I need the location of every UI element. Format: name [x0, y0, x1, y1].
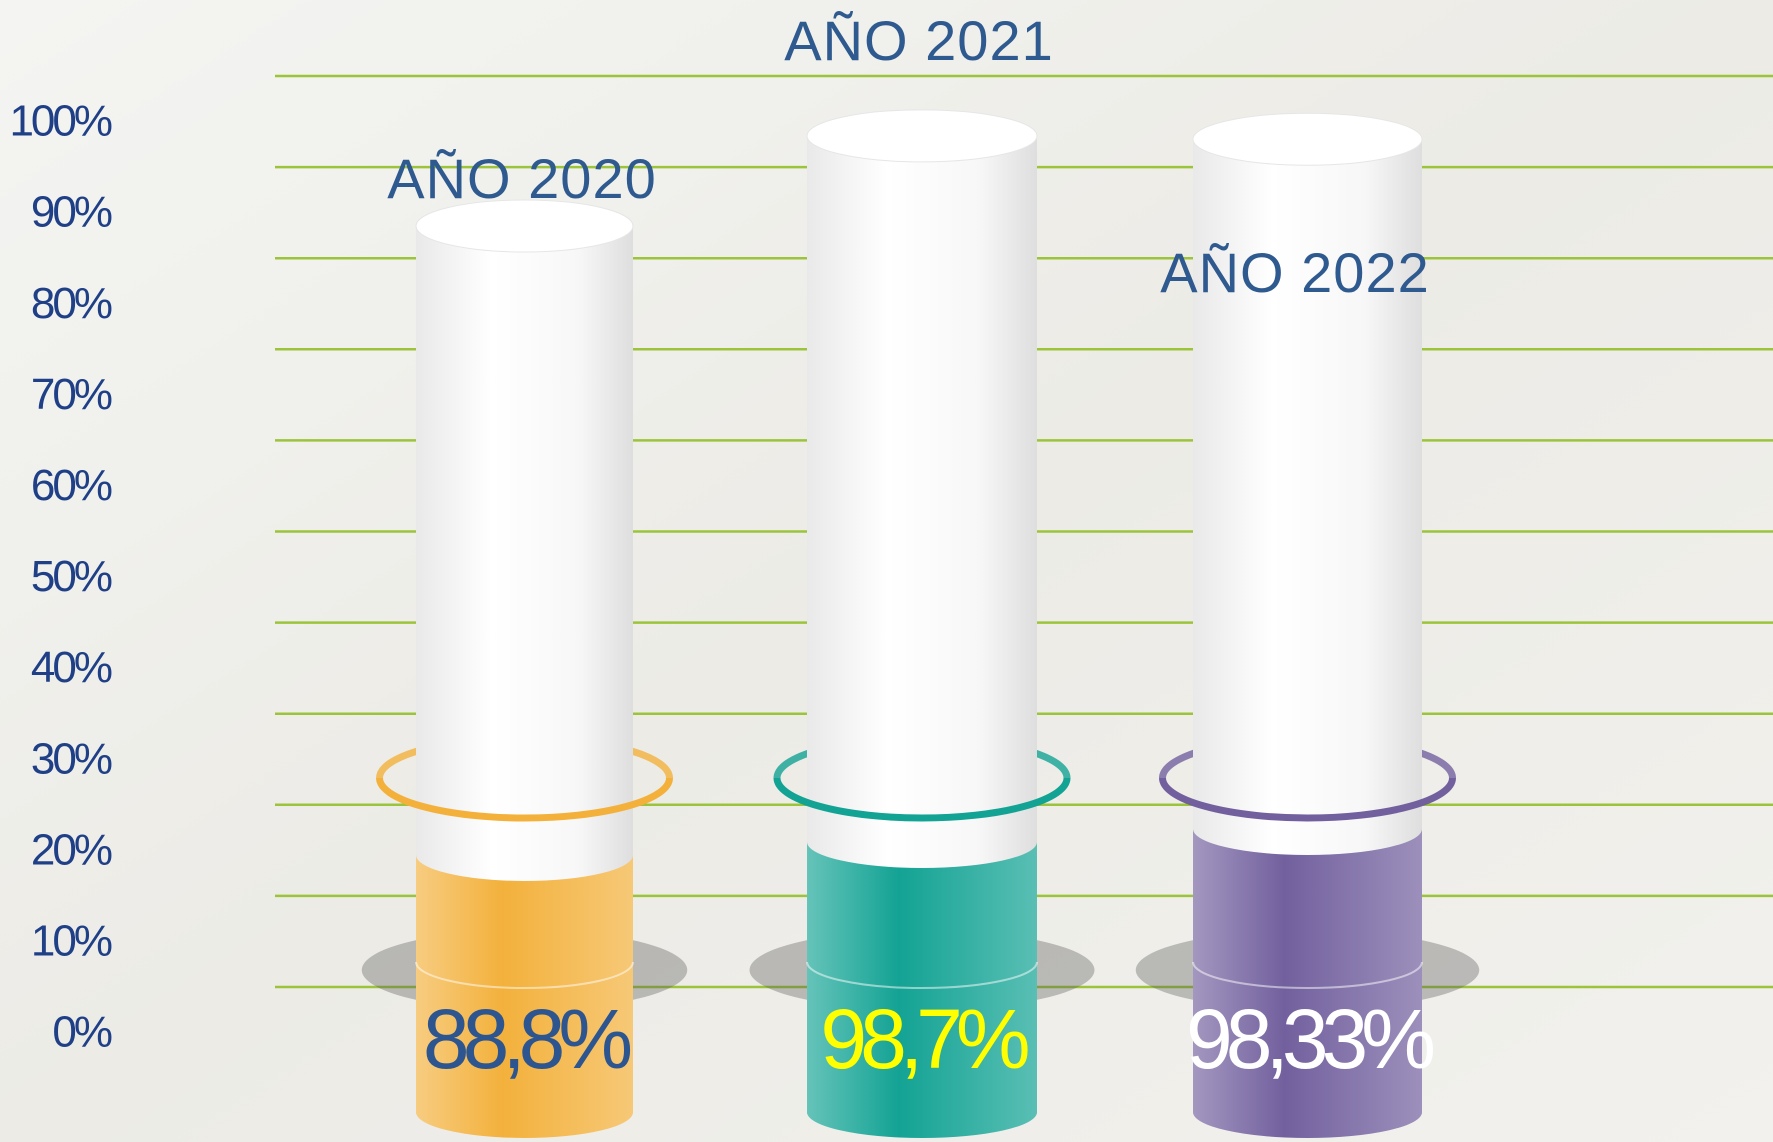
cylinder-band-shade: [807, 842, 1037, 1138]
value-label: 98,33%: [1186, 992, 1433, 1086]
y-tick-label: 60%: [31, 461, 112, 510]
y-tick-label: 0%: [52, 1008, 111, 1057]
y-tick-label: 90%: [31, 188, 112, 237]
y-tick-label: 80%: [31, 279, 112, 328]
category-label: AÑO 2021: [784, 9, 1054, 72]
category-label: AÑO 2022: [1160, 241, 1430, 304]
value-label: 88,8%: [423, 992, 630, 1086]
y-tick-label: 20%: [31, 825, 112, 874]
y-tick-label: 30%: [31, 734, 112, 783]
chart: 88,8% AÑO 2020 98,7% AÑO 2021 98,33% AÑO 2022…: [0, 0, 1773, 1142]
y-tick-label: 50%: [31, 552, 112, 601]
y-tick-label: 100%: [9, 97, 111, 146]
category-label: AÑO 2020: [387, 147, 657, 210]
cylinder-top: [807, 110, 1037, 162]
value-label: 98,7%: [820, 992, 1027, 1086]
y-tick-label: 40%: [31, 643, 112, 692]
bars: 88,8% AÑO 2020 98,7% AÑO 2021 98,33% AÑO 2022: [362, 9, 1480, 1138]
cylinder-band-shade: [1193, 829, 1422, 1138]
y-tick-label: 10%: [31, 917, 112, 966]
cylinder-top: [1193, 113, 1422, 165]
y-tick-label: 70%: [31, 370, 112, 419]
